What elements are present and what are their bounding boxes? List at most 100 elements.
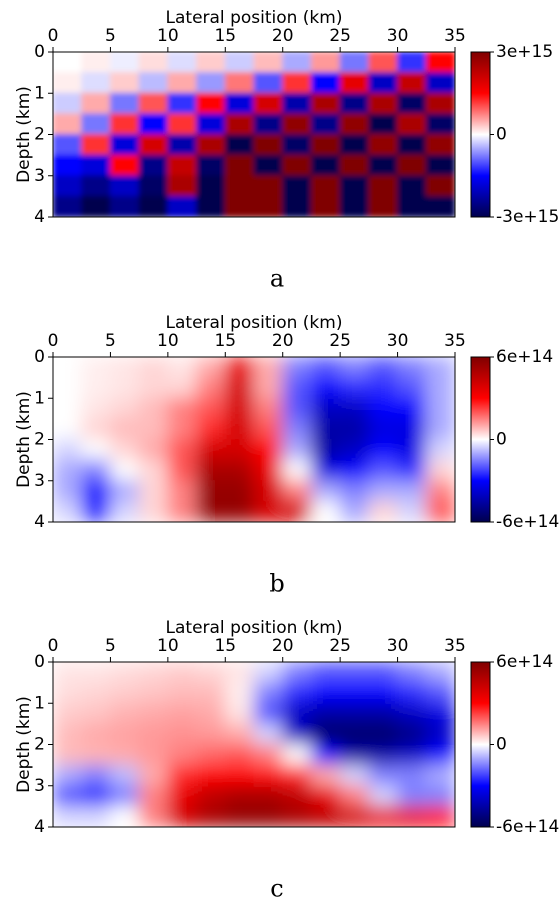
heatmap-cell	[253, 744, 284, 766]
heatmap-cell	[196, 92, 226, 115]
heatmap-cell	[310, 377, 341, 399]
y-tick-label: 3	[34, 166, 45, 186]
heatmap-cell	[339, 397, 370, 420]
heatmap-cell	[224, 805, 255, 827]
heatmap-cell	[53, 52, 83, 74]
heatmap-cell	[253, 418, 284, 440]
heatmap-cell	[425, 682, 455, 704]
heatmap-cell	[224, 723, 255, 745]
colorbar-tick-label: 6e+14	[496, 652, 553, 672]
colorbar-tick-label: 0	[496, 735, 507, 755]
heatmap-cell	[196, 723, 226, 745]
heatmap-cell	[53, 662, 83, 684]
panel-caption: c	[270, 875, 283, 903]
heatmap-cell	[224, 439, 255, 461]
heatmap-cell	[81, 357, 111, 379]
heatmap-cell	[167, 785, 198, 807]
heatmap-cell	[282, 195, 312, 217]
heatmap-cell	[339, 72, 370, 94]
heatmap-cell	[81, 662, 111, 684]
heatmap-cell	[425, 459, 455, 482]
heatmap-cell	[109, 154, 140, 177]
heatmap-cell	[397, 154, 427, 177]
heatmap-cell	[282, 397, 312, 420]
x-tick-label: 15	[214, 331, 236, 351]
heatmap-cells	[53, 357, 455, 522]
heatmap-cell	[109, 702, 140, 725]
colorbar-tick-label: 3e+15	[496, 42, 553, 62]
heatmap-cell	[310, 418, 341, 440]
heatmap-cell	[397, 175, 427, 197]
x-tick-label: 5	[105, 636, 116, 656]
heatmap-cell	[81, 744, 111, 766]
heatmap-cell	[53, 785, 83, 807]
heatmap-cell	[196, 72, 226, 94]
heatmap-cell	[196, 397, 226, 420]
heatmap-cell	[253, 702, 284, 725]
heatmap-cell	[196, 357, 226, 379]
heatmap-cell	[368, 154, 399, 177]
heatmap-cell	[425, 439, 455, 461]
heatmap-cell	[138, 702, 169, 725]
heatmap-cell	[253, 357, 284, 379]
x-tick-label: 30	[387, 636, 409, 656]
heatmap-cell	[53, 480, 83, 502]
heatmap-cell	[138, 52, 169, 74]
x-tick-label: 20	[272, 636, 294, 656]
heatmap-cell	[310, 154, 341, 177]
heatmap-cell	[196, 459, 226, 482]
x-tick-label: 10	[157, 26, 179, 46]
x-tick-label: 5	[105, 331, 116, 351]
heatmap-cell	[253, 397, 284, 420]
heatmap-cell	[425, 175, 455, 197]
heatmap-cell	[282, 723, 312, 745]
heatmap-cell	[224, 195, 255, 217]
heatmap-cell	[167, 195, 198, 217]
heatmap-cell	[224, 785, 255, 807]
cell-group	[53, 52, 455, 217]
heatmap-cell	[109, 785, 140, 807]
heatmap-cell	[224, 154, 255, 177]
heatmap-cell	[167, 500, 198, 522]
heatmap-cell	[425, 113, 455, 135]
heatmap-cell	[167, 134, 198, 156]
heatmap-cell	[81, 764, 111, 787]
x-tick-label: 5	[105, 26, 116, 46]
heatmap-cell	[138, 134, 169, 156]
heatmap-cell	[109, 439, 140, 461]
heatmap-cell	[397, 195, 427, 217]
heatmap-cell	[196, 662, 226, 684]
x-axis-title: Lateral position (km)	[166, 618, 343, 638]
heatmap-cell	[109, 92, 140, 115]
heatmap-cell	[253, 439, 284, 461]
y-tick-label: 1	[34, 83, 45, 103]
heatmap-cell	[282, 500, 312, 522]
heatmap-cell	[425, 418, 455, 440]
heatmap-cell	[109, 459, 140, 482]
heatmap-cell	[109, 134, 140, 156]
y-tick-label: 4	[34, 512, 45, 532]
heatmap-cell	[282, 377, 312, 399]
heatmap-cell	[138, 154, 169, 177]
heatmap-cell	[253, 662, 284, 684]
heatmap-cell	[196, 377, 226, 399]
heatmap-cell	[310, 195, 341, 217]
heatmap-cell	[53, 357, 83, 379]
heatmap-cell	[425, 723, 455, 745]
heatmap-cell	[310, 459, 341, 482]
colorbar-tick-label: -6e+14	[496, 512, 559, 532]
colorbar-tick-label: -6e+14	[496, 817, 559, 837]
heatmap-cell	[138, 195, 169, 217]
heatmap-cell	[282, 459, 312, 482]
heatmap-cell	[53, 195, 83, 217]
heatmap-cell	[167, 92, 198, 115]
heatmap-cell	[368, 764, 399, 787]
heatmap-cell	[81, 134, 111, 156]
heatmap-cell	[224, 744, 255, 766]
heatmap-cell	[81, 785, 111, 807]
x-tick-label: 25	[329, 26, 351, 46]
heatmap-cell	[310, 764, 341, 787]
x-tick-label: 15	[214, 26, 236, 46]
heatmap-cell	[53, 500, 83, 522]
heatmap-cell	[397, 500, 427, 522]
